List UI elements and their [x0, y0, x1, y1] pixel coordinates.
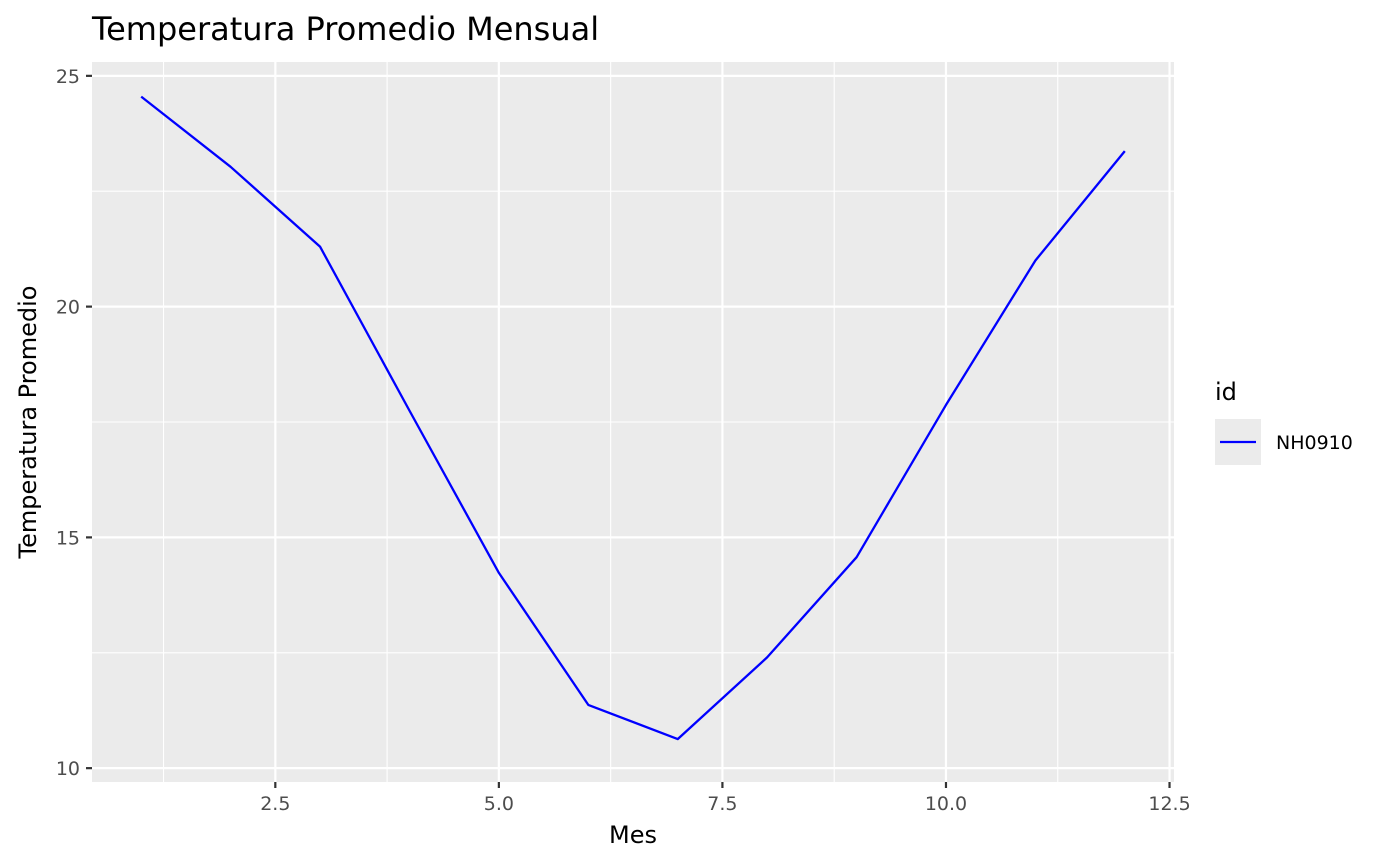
y-axis-title: Temperatura Promedio	[14, 286, 42, 560]
y-axis: 10 15 20 25	[56, 66, 92, 780]
x-tick-label-4: 12.5	[1148, 793, 1190, 815]
y-tick-label-3: 25	[56, 66, 80, 88]
legend-title: id	[1215, 378, 1237, 406]
x-tick-label-3: 10.0	[925, 793, 967, 815]
series-line-0	[140, 95, 1126, 741]
x-axis-title: Mes	[609, 821, 657, 849]
minor-gridlines	[92, 62, 1174, 782]
legend: id NH0910	[1215, 378, 1353, 465]
legend-label: NH0910	[1276, 432, 1353, 454]
major-gridlines	[92, 62, 1174, 782]
y-tick-label-0: 10	[56, 758, 80, 780]
x-tick-label-0: 2.5	[260, 793, 290, 815]
series-layer	[140, 95, 1126, 741]
y-tick-label-1: 15	[56, 527, 80, 549]
chart-title: Temperatura Promedio Mensual	[91, 10, 599, 48]
x-tick-label-1: 5.0	[484, 793, 514, 815]
y-tick-label-2: 20	[56, 297, 80, 319]
x-axis: 2.5 5.0 7.5 10.0 12.5	[260, 782, 1191, 815]
x-tick-label-2: 7.5	[707, 793, 737, 815]
